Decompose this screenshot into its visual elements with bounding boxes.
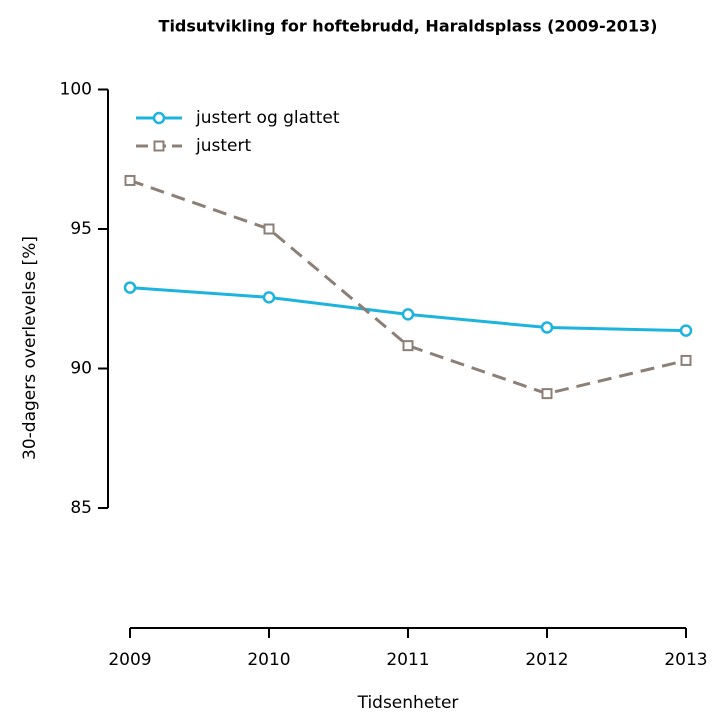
legend-label: justert (195, 136, 251, 156)
x-tick-label: 2010 (247, 650, 290, 670)
data-point (262, 291, 276, 304)
legend-label: justert og glattet (195, 108, 340, 128)
x-tick-label: 2012 (525, 650, 568, 670)
data-point (679, 324, 693, 337)
series-line (129, 179, 687, 396)
y-axis-label: 30-dagers overlevelse [%] (20, 236, 40, 460)
legend-marker (153, 140, 165, 152)
data-point (401, 308, 415, 321)
y-tick-label: 95 (70, 219, 92, 239)
chart-title: Tidsutvikling for hoftebrudd, Haraldspla… (159, 17, 658, 36)
data-point (540, 321, 554, 334)
legend-marker (152, 111, 166, 125)
y-tick-label: 100 (60, 80, 92, 100)
data-point (680, 354, 692, 366)
data-point (124, 174, 136, 186)
y-tick-label: 85 (70, 498, 92, 518)
x-tick-label: 2013 (664, 650, 707, 670)
data-point (541, 388, 553, 400)
data-point (123, 281, 137, 294)
x-axis-label: Tidsenheter (357, 693, 459, 713)
x-tick-label: 2011 (386, 650, 429, 670)
y-tick-label: 90 (70, 359, 92, 379)
x-tick-label: 2009 (108, 650, 151, 670)
data-point (402, 340, 414, 352)
data-point (263, 223, 275, 235)
